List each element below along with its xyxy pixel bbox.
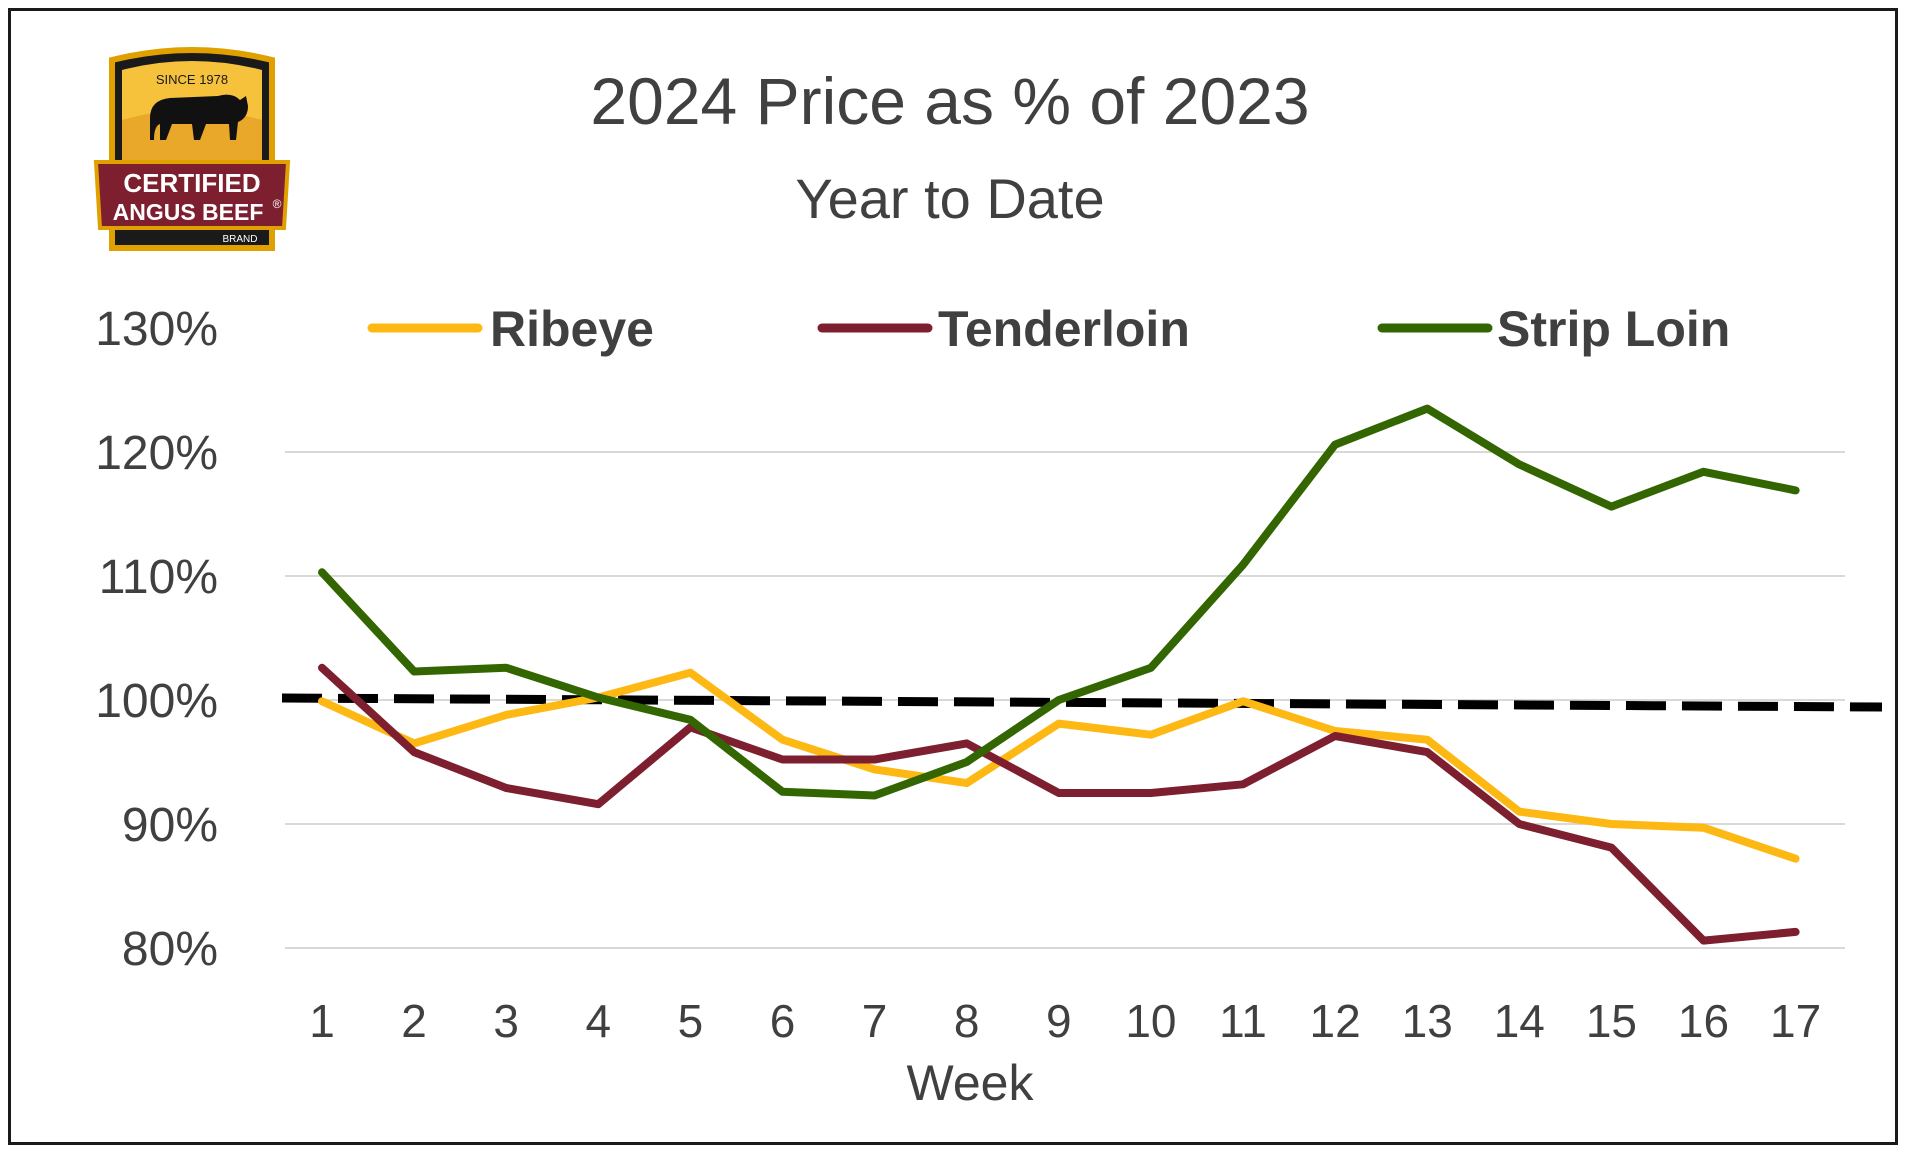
chart-subtitle: Year to Date bbox=[795, 167, 1104, 230]
y-tick-label: 100% bbox=[95, 675, 218, 728]
x-tick-label: 5 bbox=[678, 995, 704, 1047]
series-line-strip-loin bbox=[318, 404, 1800, 800]
logo-since: SINCE 1978 bbox=[156, 72, 228, 87]
logo-line1: CERTIFIED bbox=[123, 168, 260, 198]
x-axis-label: Week bbox=[907, 1055, 1035, 1111]
y-tick-label: 130% bbox=[95, 303, 218, 356]
x-tick-label: 4 bbox=[586, 995, 612, 1047]
legend-label-tenderloin: Tenderloin bbox=[938, 301, 1190, 357]
series-line-tenderloin bbox=[318, 663, 1800, 945]
x-tick-label: 2 bbox=[401, 995, 427, 1047]
x-axis: 1 2 3 4 5 6 7 8 9 10 11 12 13 14 15 16 17 bbox=[309, 995, 1821, 1047]
x-tick-label: 9 bbox=[1046, 995, 1072, 1047]
x-tick-label: 1 bbox=[309, 995, 335, 1047]
x-tick-label: 13 bbox=[1402, 995, 1453, 1047]
chart-title: 2024 Price as % of 2023 bbox=[590, 64, 1309, 138]
y-axis: 80% 90% 100% 110% 120% 130% bbox=[95, 303, 218, 976]
x-tick-label: 12 bbox=[1310, 995, 1361, 1047]
x-tick-label: 15 bbox=[1586, 995, 1637, 1047]
x-tick-label: 10 bbox=[1125, 995, 1176, 1047]
reference-line-100 bbox=[281, 693, 1883, 712]
x-tick-label: 3 bbox=[493, 995, 519, 1047]
x-tick-label: 14 bbox=[1494, 995, 1545, 1047]
certified-angus-beef-logo: SINCE 1978 CERTIFIED ANGUS BEEF ® BRAND bbox=[93, 47, 291, 251]
legend-label-strip-loin: Strip Loin bbox=[1497, 301, 1730, 357]
reference-line-group bbox=[281, 693, 1883, 712]
series-lines bbox=[318, 404, 1800, 945]
x-tick-label: 8 bbox=[954, 995, 980, 1047]
series-line-ribeye bbox=[318, 668, 1800, 863]
y-tick-label: 110% bbox=[99, 551, 218, 604]
legend-label-ribeye: Ribeye bbox=[490, 301, 654, 357]
legend: Ribeye Tenderloin Strip Loin bbox=[367, 301, 1730, 357]
logo-brand: BRAND bbox=[222, 234, 257, 245]
x-tick-label: 17 bbox=[1770, 995, 1821, 1047]
logo-line2: ANGUS BEEF bbox=[113, 199, 264, 225]
y-tick-label: 90% bbox=[122, 799, 218, 852]
x-tick-label: 7 bbox=[862, 995, 888, 1047]
y-tick-label: 120% bbox=[95, 427, 218, 480]
y-tick-label: 80% bbox=[122, 923, 218, 976]
logo-reg: ® bbox=[273, 197, 282, 211]
x-tick-label: 11 bbox=[1219, 995, 1267, 1047]
x-tick-label: 16 bbox=[1678, 995, 1729, 1047]
x-tick-label: 6 bbox=[770, 995, 796, 1047]
